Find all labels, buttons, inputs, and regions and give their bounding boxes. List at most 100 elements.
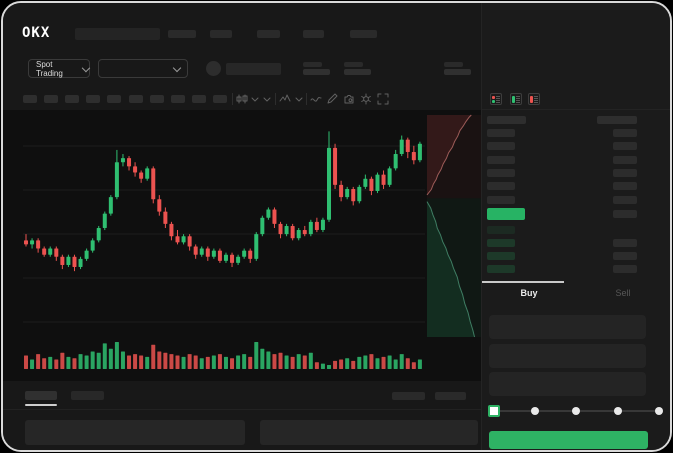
ask-price-placeholder [487,142,515,151]
slider-stop-dot[interactable] [613,407,622,415]
slider-stop-dot[interactable] [655,407,663,415]
stat-value-placeholder [344,69,371,75]
camera-icon[interactable] [343,93,355,105]
chevron-down-icon[interactable] [261,93,273,105]
book-bids-only-icon[interactable] [510,93,522,105]
bid-amount-placeholder [613,265,637,274]
nav-item-placeholder[interactable] [168,30,196,38]
coin-avatar [206,61,221,76]
price-input-placeholder[interactable] [489,315,646,339]
ob-header-price-placeholder [487,116,526,124]
ask-row[interactable] [482,142,670,152]
nav-item-placeholder[interactable] [303,30,324,38]
ask-amount-placeholder [613,168,637,177]
line-icon[interactable] [310,93,322,105]
ask-amount-placeholder [613,195,637,204]
timeframe-button-placeholder[interactable] [170,95,185,103]
bid-price-placeholder [487,265,515,274]
okx-logo[interactable]: OKX [22,25,51,41]
timeframe-button-placeholder[interactable] [212,95,227,103]
candlestick-chart[interactable] [23,115,425,341]
bid-row[interactable] [482,252,670,262]
timeframe-button-placeholder[interactable] [86,95,101,103]
ask-row[interactable] [482,129,670,139]
draw-icon[interactable] [326,93,338,105]
chart-section: OKX Spot Trading [3,3,606,450]
indicator-icon[interactable] [279,93,291,105]
stat-value-placeholder [303,69,330,75]
bottom-right-placeholder[interactable] [392,392,425,400]
ask-amount-placeholder [613,155,637,164]
chevron-down-icon [82,63,91,72]
divider [482,109,670,110]
timeframe-button-placeholder[interactable] [191,95,206,103]
pair-name-placeholder [226,63,281,75]
bid-row[interactable] [482,265,670,275]
ask-row[interactable] [482,155,670,166]
stat-label-placeholder [344,62,363,67]
tab-sell[interactable]: Sell [615,288,631,298]
trade-panel: Buy Sell [481,3,670,450]
history-panel-placeholder [260,420,478,445]
last-price-bar[interactable] [487,208,525,220]
ask-amount-placeholder [613,129,637,137]
book-combined-icon[interactable] [490,93,502,105]
tab-buy[interactable]: Buy [520,288,538,298]
nav-item-placeholder[interactable] [350,30,377,38]
market-type-label: Spot Trading [36,59,63,78]
ask-row[interactable] [482,195,670,206]
stat-label-placeholder [303,62,322,67]
book-asks-only-icon[interactable] [528,93,540,105]
stat-label-placeholder [444,62,463,67]
ask-price-placeholder [487,195,515,204]
timeframe-button-placeholder[interactable] [149,95,164,103]
bid-amount-placeholder [613,238,637,247]
bid-price-placeholder [487,238,515,247]
ob-header-amount-placeholder [597,116,637,124]
timeframe-button-placeholder[interactable] [44,95,59,103]
pair-selector[interactable] [98,59,188,78]
chevron-down-icon[interactable] [293,93,305,105]
candles-icon[interactable] [236,93,248,105]
settings-icon[interactable] [360,93,372,105]
volume-chart [24,342,422,369]
ask-row[interactable] [482,168,670,179]
chevron-down-icon [172,63,182,72]
ask-amount-placeholder [613,142,637,151]
bottom-tab-placeholder[interactable] [71,391,104,400]
market-type-selector[interactable]: Spot Trading [28,59,91,78]
last-price-amount-placeholder [613,210,637,218]
slider-handle[interactable] [488,405,500,417]
active-tab-indicator [482,281,564,283]
slider-stop-dot[interactable] [572,407,580,415]
bid-amount-placeholder [613,252,637,261]
chevron-down-icon[interactable] [249,93,261,105]
ask-row[interactable] [482,182,670,192]
toolbar-separator [275,93,276,105]
total-input-placeholder[interactable] [489,372,646,396]
timeframe-button-placeholder[interactable] [65,95,80,103]
timeframe-button-placeholder[interactable] [107,95,122,103]
buy-submit-button[interactable] [489,431,648,449]
depth-chart [426,114,481,338]
nav-item-placeholder[interactable] [210,30,232,38]
nav-item-placeholder[interactable] [257,30,280,38]
bottom-right-placeholder[interactable] [435,392,466,400]
ask-price-placeholder [487,129,515,137]
toolbar-separator [232,93,233,105]
bid-price-placeholder [487,225,515,234]
search-placeholder[interactable] [75,28,160,40]
divider [3,409,481,410]
fullscreen-icon[interactable] [377,93,389,105]
orders-panel-placeholder [25,420,245,445]
timeframe-button-placeholder[interactable] [128,95,143,103]
bottom-tab-placeholder[interactable] [25,391,57,400]
timeframe-button-placeholder[interactable] [23,95,37,103]
bid-price-placeholder [487,252,515,261]
bid-row[interactable] [482,238,670,249]
slider-stop-dot[interactable] [530,407,539,415]
ask-price-placeholder [487,182,515,191]
bid-row[interactable] [482,225,670,236]
amount-input-placeholder[interactable] [489,344,646,368]
